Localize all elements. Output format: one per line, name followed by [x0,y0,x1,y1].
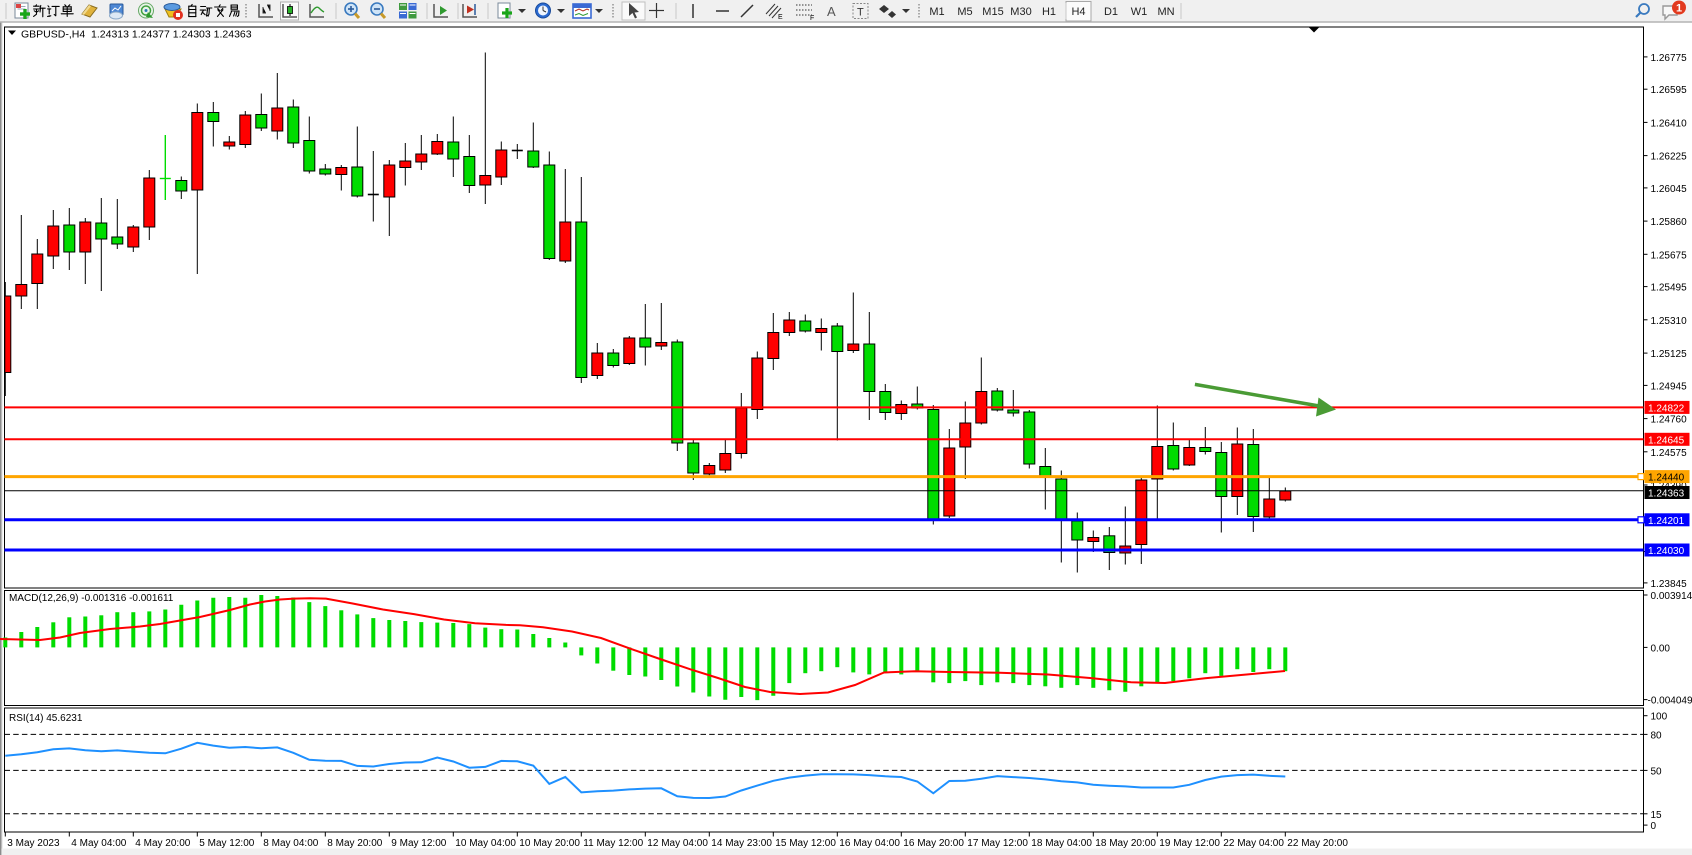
svg-text:17 May 12:00: 17 May 12:00 [967,838,1028,849]
svg-text:MN: MN [1157,6,1174,18]
svg-text:1.26225: 1.26225 [1651,152,1688,163]
svg-text:1.24201: 1.24201 [1648,516,1685,527]
svg-text:D1: D1 [1104,6,1118,18]
svg-text:1.24440: 1.24440 [1648,473,1685,484]
svg-text:22 May 20:00: 22 May 20:00 [1287,838,1348,849]
svg-text:MACD(12,26,9) -0.001316 -0.001: MACD(12,26,9) -0.001316 -0.001611 [9,593,174,604]
svg-text:12 May 04:00: 12 May 04:00 [647,838,708,849]
svg-text:22 May 04:00: 22 May 04:00 [1223,838,1284,849]
svg-text:15 May 12:00: 15 May 12:00 [775,838,836,849]
svg-text:16 May 20:00: 16 May 20:00 [903,838,964,849]
svg-text:4 May 20:00: 4 May 20:00 [135,838,190,849]
svg-text:E: E [778,14,783,21]
svg-text:F: F [810,15,814,22]
svg-text:1.26595: 1.26595 [1651,85,1688,96]
svg-text:11 May 12:00: 11 May 12:00 [583,838,643,849]
svg-text:4 May 04:00: 4 May 04:00 [71,838,126,849]
svg-text:0: 0 [1651,821,1657,832]
svg-text:3 May 2023: 3 May 2023 [7,838,60,849]
svg-text:1.23845: 1.23845 [1651,579,1688,590]
svg-text:1.25125: 1.25125 [1651,349,1688,360]
svg-text:50: 50 [1651,766,1663,777]
svg-text:1.24945: 1.24945 [1651,381,1688,392]
svg-text:1: 1 [1676,3,1682,15]
svg-text:A: A [827,4,836,19]
svg-text:-0.004049: -0.004049 [1648,696,1692,707]
svg-text:8 May 20:00: 8 May 20:00 [327,838,382,849]
svg-text:0.00: 0.00 [1651,643,1671,654]
svg-text:80: 80 [1651,730,1663,741]
svg-text:8 May 04:00: 8 May 04:00 [263,838,318,849]
svg-text:9 May 12:00: 9 May 12:00 [391,838,446,849]
svg-text:M1: M1 [929,6,944,18]
svg-text:1.25310: 1.25310 [1651,316,1688,327]
svg-text:100: 100 [1651,712,1668,723]
svg-text:H4: H4 [1071,6,1085,18]
svg-text:1.26775: 1.26775 [1651,53,1688,64]
svg-text:1.25675: 1.25675 [1651,250,1688,261]
svg-text:M5: M5 [957,6,972,18]
svg-text:1.24575: 1.24575 [1651,448,1688,459]
svg-text:1.25860: 1.25860 [1651,217,1688,228]
svg-text:M15: M15 [982,6,1003,18]
svg-text:18 May 04:00: 18 May 04:00 [1031,838,1092,849]
svg-text:1.24822: 1.24822 [1648,403,1685,414]
svg-text:1.24030: 1.24030 [1648,546,1685,557]
svg-text:18 May 20:00: 18 May 20:00 [1095,838,1156,849]
svg-text:10 May 20:00: 10 May 20:00 [519,838,580,849]
svg-text:1.26410: 1.26410 [1651,118,1688,129]
svg-text:15: 15 [1651,810,1663,821]
svg-text:1.25495: 1.25495 [1651,283,1688,294]
svg-text:H1: H1 [1042,6,1056,18]
svg-text:1.24645: 1.24645 [1648,435,1685,446]
svg-text:10 May 04:00: 10 May 04:00 [455,838,516,849]
svg-text:16 May 04:00: 16 May 04:00 [839,838,900,849]
svg-text:RSI(14) 45.6231: RSI(14) 45.6231 [9,713,83,724]
svg-text:T: T [857,7,864,19]
svg-text:1.24760: 1.24760 [1651,415,1688,426]
svg-text:M30: M30 [1010,6,1031,18]
svg-text:W1: W1 [1131,6,1148,18]
svg-text:1.24363: 1.24363 [1648,489,1685,500]
svg-text:5 May 12:00: 5 May 12:00 [199,838,254,849]
svg-text:0.003914: 0.003914 [1651,591,1692,602]
svg-text:19 May 12:00: 19 May 12:00 [1159,838,1220,849]
svg-text:14 May 23:00: 14 May 23:00 [711,838,772,849]
svg-text:GBPUSD-,H4 1.24313 1.24377 1.: GBPUSD-,H4 1.24313 1.24377 1.24303 1.243… [21,29,252,41]
svg-text:1.26045: 1.26045 [1651,184,1688,195]
